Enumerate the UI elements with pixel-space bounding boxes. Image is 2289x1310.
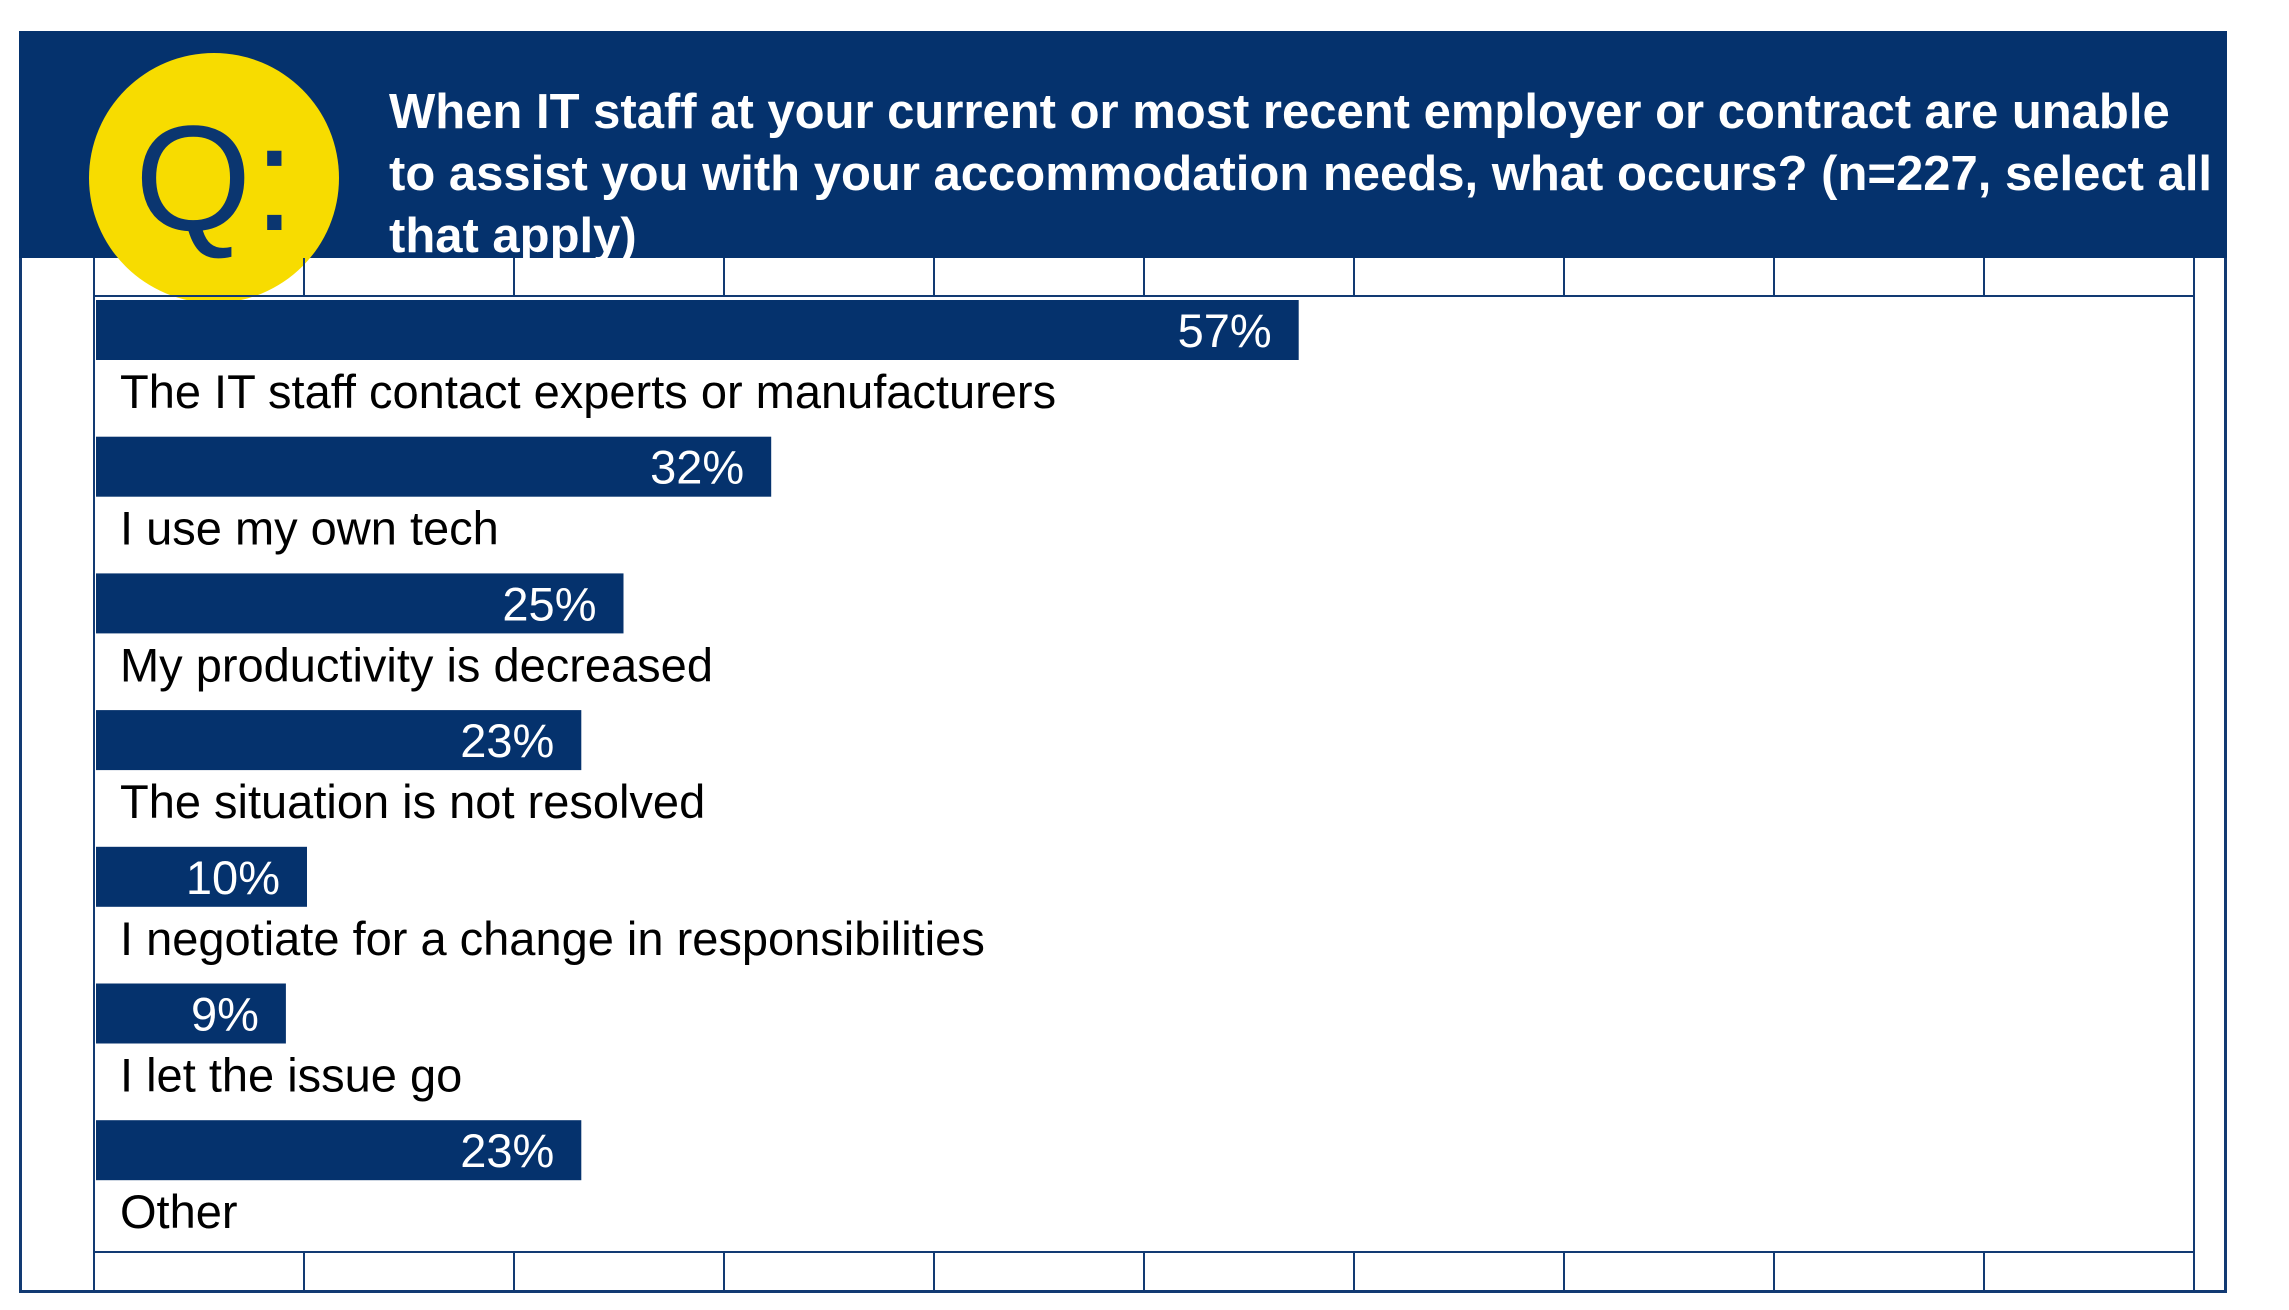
category-label: The IT staff contact experts or manufact…	[120, 365, 1056, 418]
category-label: I let the issue go	[120, 1049, 462, 1102]
question-text: When IT staff at your current or most re…	[389, 85, 2213, 263]
bar-value-label: 57%	[1178, 304, 1272, 357]
bar-value-label: 32%	[650, 441, 744, 494]
bar	[96, 300, 1299, 360]
bar	[96, 846, 307, 907]
bar	[96, 573, 624, 634]
bar-value-label: 25%	[502, 577, 596, 630]
q-badge-label: Q:	[134, 94, 298, 262]
bar	[96, 1120, 582, 1181]
bar-value-label: 23%	[460, 714, 554, 767]
bar-value-label: 23%	[460, 1124, 554, 1177]
category-label: My productivity is decreased	[120, 638, 713, 691]
category-label: Other	[120, 1185, 238, 1238]
bar	[96, 436, 772, 497]
bar	[96, 710, 582, 771]
category-label: I use my own tech	[120, 502, 499, 555]
bar-value-label: 9%	[191, 988, 259, 1041]
category-label: The situation is not resolved	[120, 775, 705, 828]
category-label: I negotiate for a change in responsibili…	[120, 912, 985, 965]
q-badge: Q:	[89, 53, 339, 303]
bar	[96, 983, 286, 1044]
question-header: Q: When IT staff at your current or most…	[19, 31, 2227, 303]
bar-value-label: 10%	[186, 851, 280, 904]
